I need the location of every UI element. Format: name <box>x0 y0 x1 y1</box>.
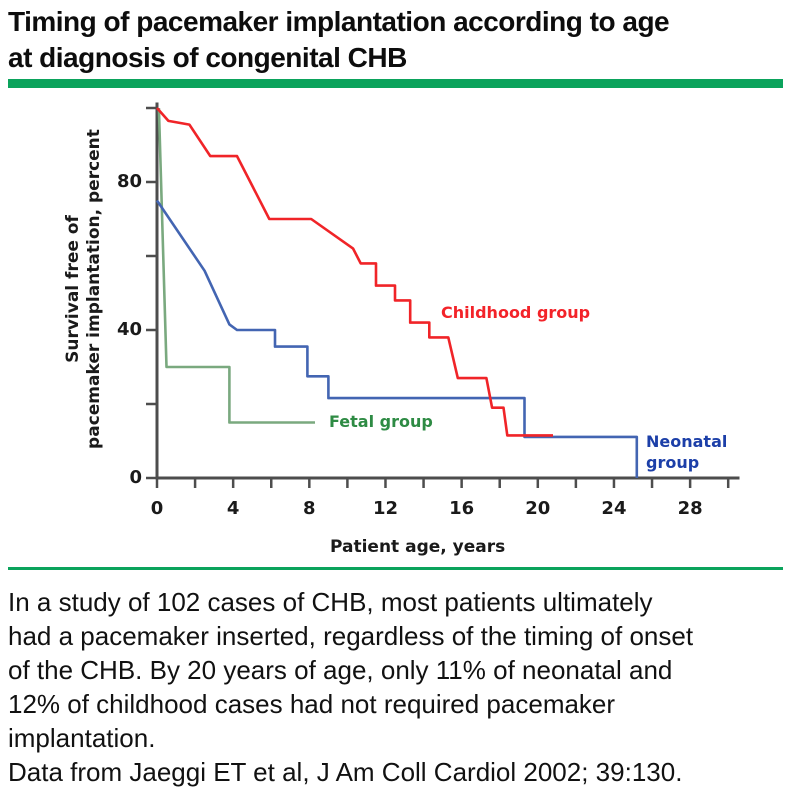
caption-line: Data from Jaeggi ET et al, J Am Coll Car… <box>8 757 683 787</box>
x-tick-label: 24 <box>601 498 627 519</box>
x-axis-title: Patient age, years <box>330 537 506 557</box>
y-tick-label: 80 <box>116 171 142 192</box>
caption-line: In a study of 102 cases of CHB, most pat… <box>8 587 653 617</box>
x-tick-label: 4 <box>226 498 240 519</box>
fetal-group-label: Fetal group <box>329 412 433 431</box>
x-tick-label: 16 <box>449 498 475 519</box>
y-tick-label: 40 <box>116 319 142 340</box>
fetal-group-curve <box>157 107 315 424</box>
page-title-line2: at diagnosis of congenital CHB <box>8 42 407 73</box>
page-title-line1: Timing of pacemaker implantation accordi… <box>8 6 670 37</box>
y-axis-title-line2: pacemaker implantation, percent <box>84 129 104 449</box>
figure-caption: In a study of 102 cases of CHB, most pat… <box>8 585 693 789</box>
x-tick-label: 0 <box>150 498 164 519</box>
survival-chart: Survival free of pacemaker implantation,… <box>63 102 740 557</box>
caption-line: implantation. <box>8 723 156 753</box>
childhood-group-curve <box>156 107 553 437</box>
y-axis-title-line1: Survival free of <box>63 215 83 363</box>
caption-line: of the CHB. By 20 years of age, only 11%… <box>8 655 673 685</box>
caption-line: 12% of childhood cases had not required … <box>8 689 616 719</box>
page-title: Timing of pacemaker implantation accordi… <box>8 4 670 76</box>
neonatal-group-curve <box>155 199 639 478</box>
childhood-group-label: Childhood group <box>441 303 591 322</box>
x-tick-label: 8 <box>303 498 316 519</box>
y-tick-label: 0 <box>129 467 142 488</box>
title-divider-bar <box>8 79 783 88</box>
neonatal-group-label: Neonatal group <box>646 432 728 472</box>
y-axis-title: Survival free of pacemaker implantation,… <box>63 124 107 454</box>
x-tick-label: 20 <box>525 498 551 519</box>
survival-chart-canvas <box>146 102 740 488</box>
x-tick-label: 28 <box>677 498 703 519</box>
x-tick-label: 12 <box>372 498 398 519</box>
caption-line: had a pacemaker inserted, regardless of … <box>8 621 694 651</box>
caption-divider-bar <box>8 567 783 570</box>
